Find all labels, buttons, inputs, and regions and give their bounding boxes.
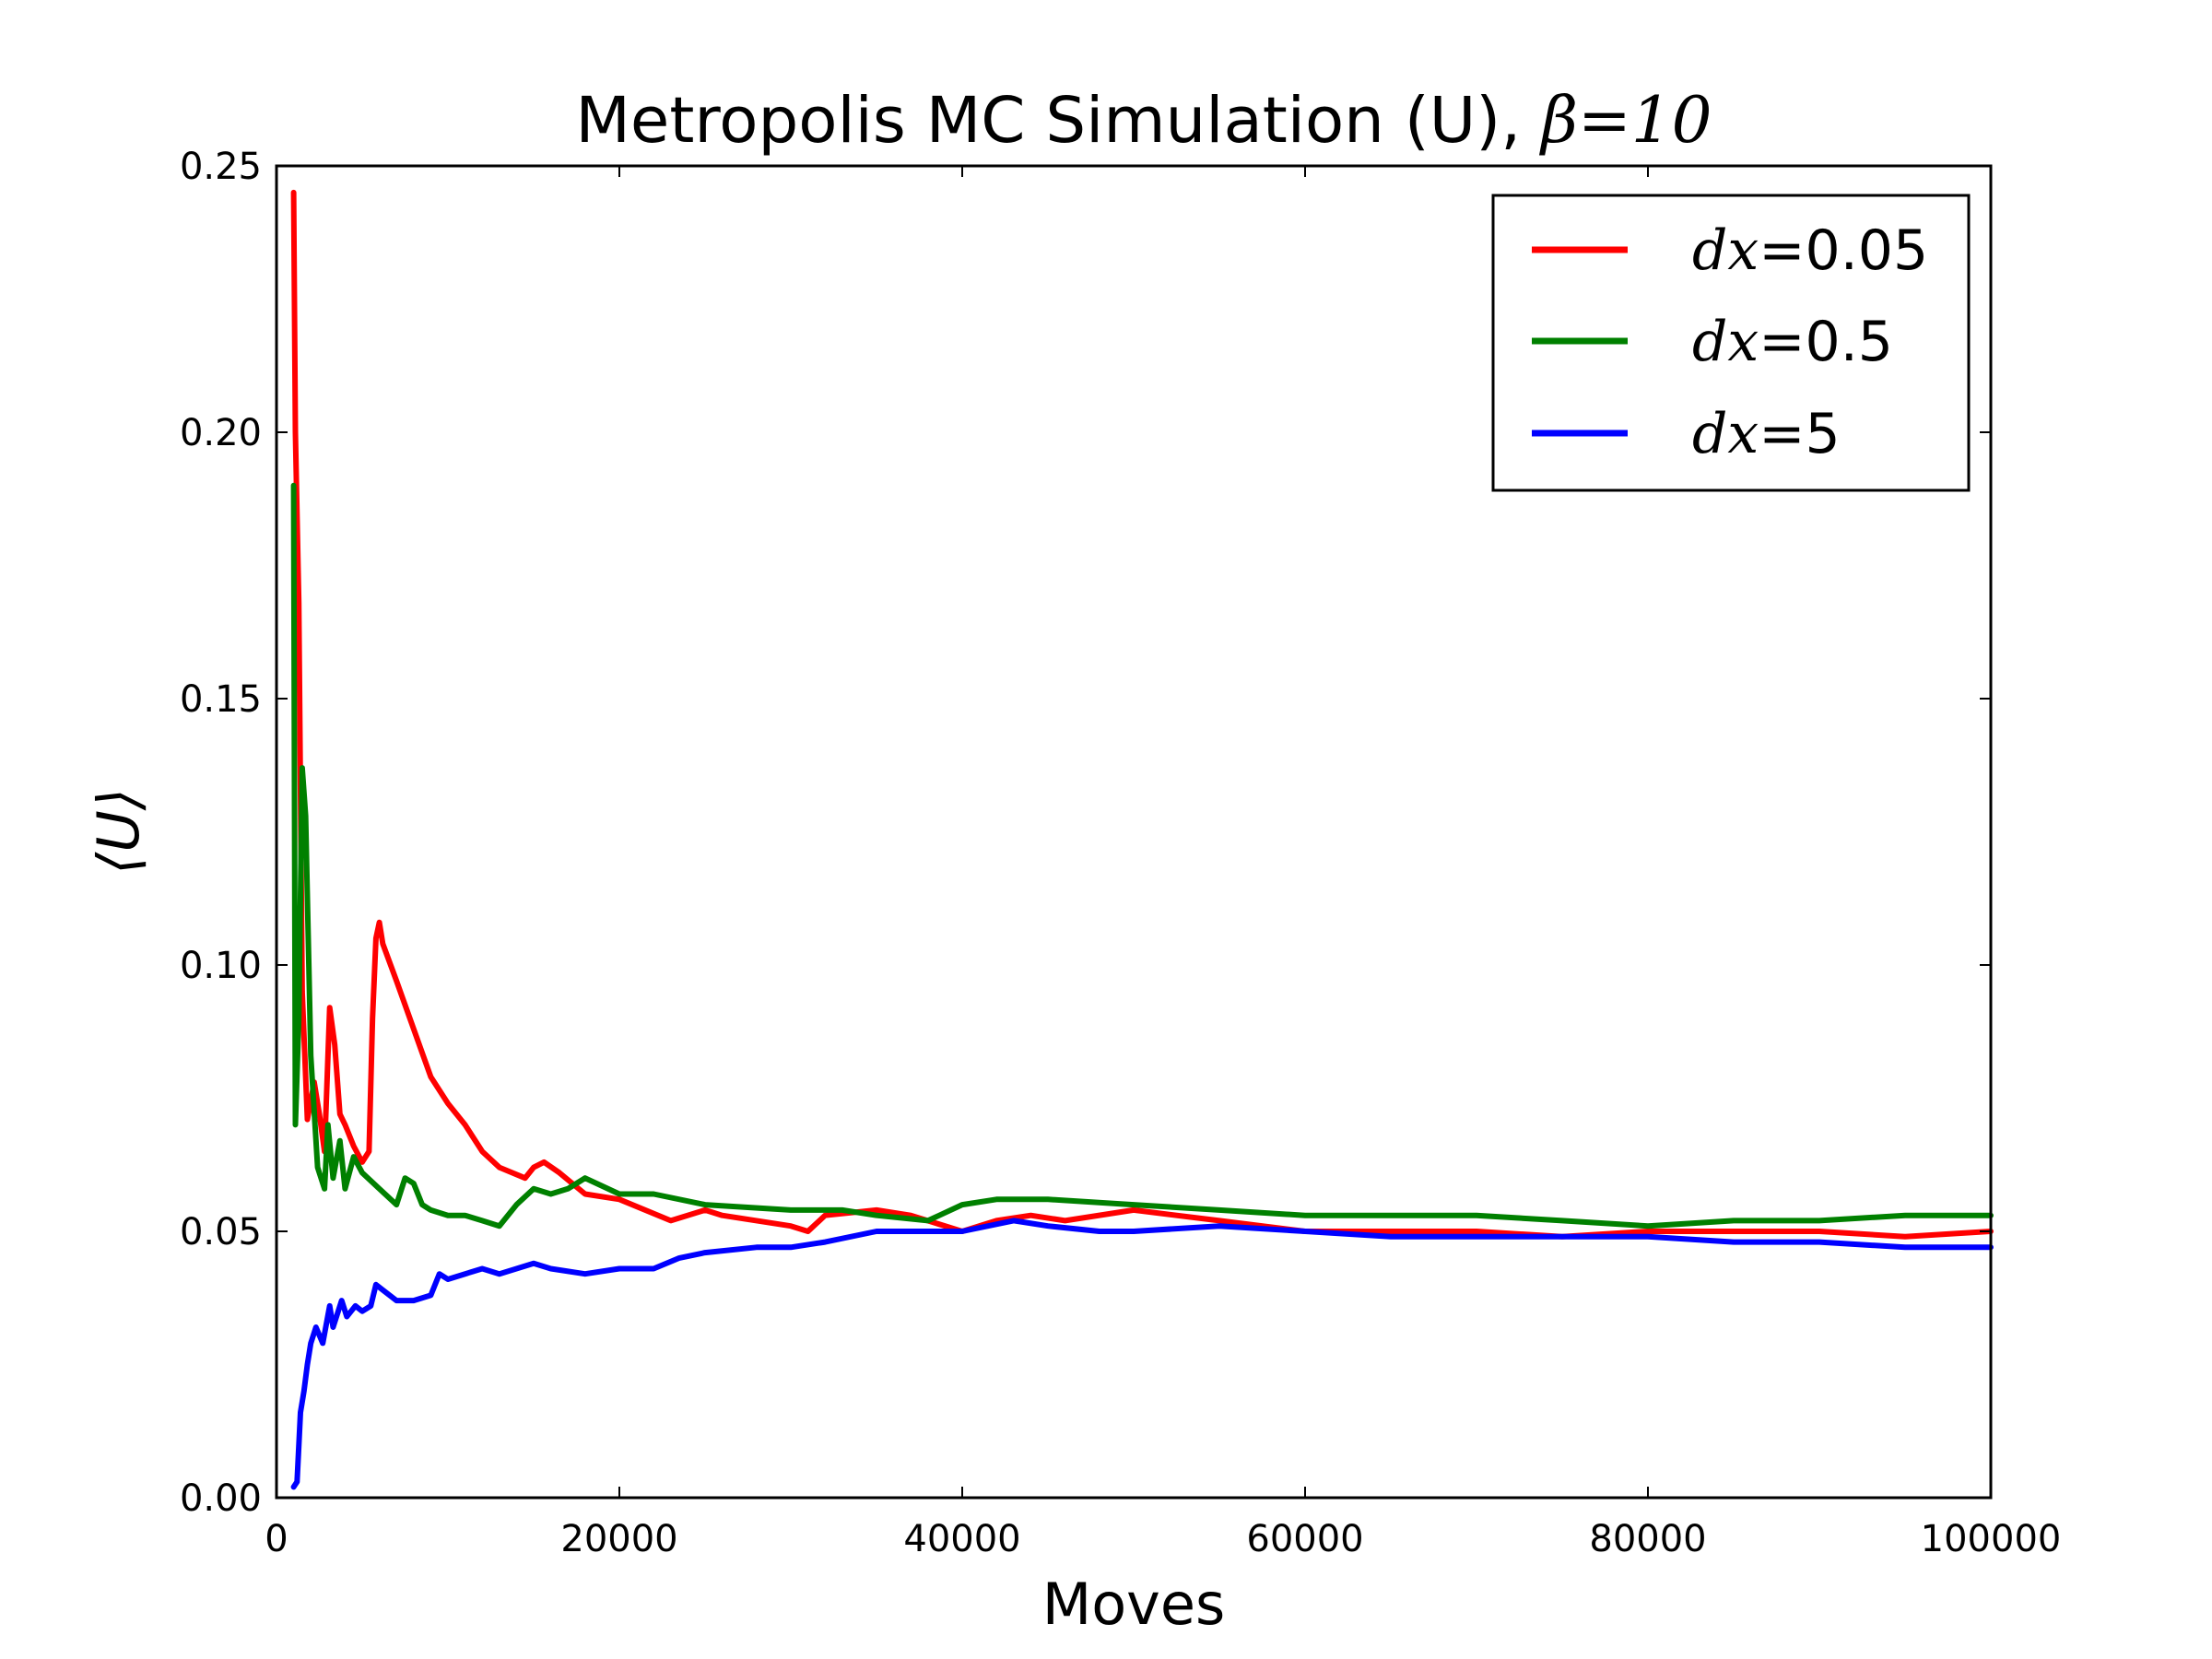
legend-label-dx-5-math: dx	[1692, 402, 1759, 466]
chart-title: Metropolis MC Simulation (U), β=10	[575, 84, 1712, 158]
x-tick-label: 60000	[1246, 1518, 1363, 1560]
chart-title-math-value: 10	[1631, 84, 1712, 158]
legend-label-dx-0.5-value: =0.5	[1759, 310, 1893, 374]
x-tick-label: 40000	[903, 1518, 1020, 1560]
x-tick-label: 20000	[560, 1518, 677, 1560]
chart-title-prefix: Metropolis MC Simulation (U),	[575, 84, 1541, 158]
chart-title-math-variable: β	[1538, 84, 1578, 158]
legend-label-dx-0.5: dx=0.5	[1692, 310, 1893, 374]
series-line-dx-5	[290, 1218, 1994, 1490]
x-tick-label: 80000	[1589, 1518, 1706, 1560]
y-tick-label: 0.25	[180, 146, 262, 188]
series-layer	[290, 189, 1994, 1490]
y-tick-label: 0.10	[180, 945, 262, 987]
plot-frame	[275, 164, 1993, 1500]
y-tick-label: 0.20	[180, 412, 262, 454]
y-tick-label: 0.00	[180, 1477, 262, 1520]
y-tick-label: 0.05	[180, 1211, 262, 1253]
series-line-dx-0.5	[290, 482, 1994, 1230]
series-line-dx-0.05	[290, 189, 1994, 1240]
legend: dx=0.05 dx=0.5 dx=5	[1491, 194, 1971, 492]
legend-label-dx-0.5-math: dx	[1692, 310, 1759, 374]
legend-label-dx-5: dx=5	[1692, 402, 1841, 466]
y-axis-label: ⟨U⟩	[85, 788, 152, 875]
y-tick-label: 0.15	[180, 678, 262, 721]
legend-label-dx-0.05: dx=0.05	[1692, 218, 1928, 283]
x-tick-label: 0	[265, 1518, 288, 1560]
legend-label-dx-0.05-value: =0.05	[1759, 218, 1928, 283]
legend-label-dx-5-value: =5	[1759, 402, 1840, 466]
tick-layer: 0 20000 40000 60000 80000 100000 0.00 0.05 0.10 0…	[180, 146, 2061, 1560]
x-tick-label: 100000	[1921, 1518, 2062, 1560]
legend-label-dx-0.05-math: dx	[1692, 218, 1759, 283]
x-axis-label: Moves	[1042, 1571, 1226, 1638]
chart-title-math-equals: =	[1578, 84, 1631, 158]
